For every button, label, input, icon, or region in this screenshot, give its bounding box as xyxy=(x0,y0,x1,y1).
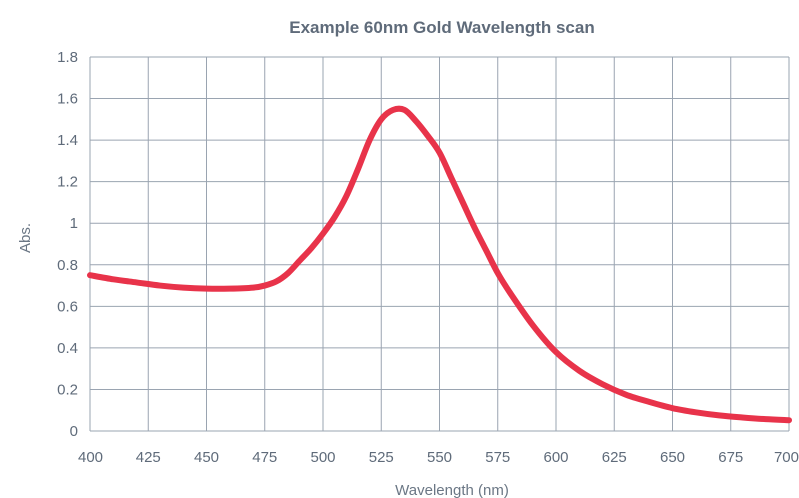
x-tick-label: 575 xyxy=(485,449,510,466)
x-tick-label: 625 xyxy=(602,449,627,466)
chart-title: Example 60nm Gold Wavelength scan xyxy=(289,18,594,37)
x-tick-label: 475 xyxy=(252,449,277,466)
x-tick-label: 500 xyxy=(310,449,335,466)
x-tick-label: 550 xyxy=(427,449,452,466)
absorbance-series-line xyxy=(87,105,792,424)
x-tick-label: 450 xyxy=(194,449,219,466)
x-tick-labels: 400 425 450 475 500 525 550 575 600 625 650 675 700 xyxy=(78,449,799,466)
y-axis-title: Abs. xyxy=(17,223,34,253)
y-tick-label: 1 xyxy=(70,215,78,232)
x-tick-label: 675 xyxy=(718,449,743,466)
x-tick-label: 650 xyxy=(660,449,685,466)
y-tick-label: 1.2 xyxy=(57,174,78,191)
y-tick-label: 0.6 xyxy=(57,298,78,315)
x-axis-title: Wavelength (nm) xyxy=(395,482,509,498)
grid xyxy=(89,56,790,432)
y-tick-label: 1.8 xyxy=(57,49,78,66)
y-tick-label: 0 xyxy=(70,423,78,440)
y-tick-label: 1.6 xyxy=(57,91,78,108)
y-tick-label: 0.2 xyxy=(57,381,78,398)
y-tick-label: 1.4 xyxy=(57,132,78,149)
y-tick-labels: 0 0.2 0.4 0.6 0.8 1 1.2 1.4 1.6 1.8 xyxy=(57,49,78,440)
x-tick-label: 525 xyxy=(369,449,394,466)
x-tick-label: 600 xyxy=(543,449,568,466)
x-tick-label: 400 xyxy=(78,449,103,466)
series-layer xyxy=(87,105,792,424)
y-tick-label: 0.4 xyxy=(57,340,78,357)
x-tick-label: 700 xyxy=(774,449,799,466)
y-tick-label: 0.8 xyxy=(57,257,78,274)
x-tick-label: 425 xyxy=(136,449,161,466)
